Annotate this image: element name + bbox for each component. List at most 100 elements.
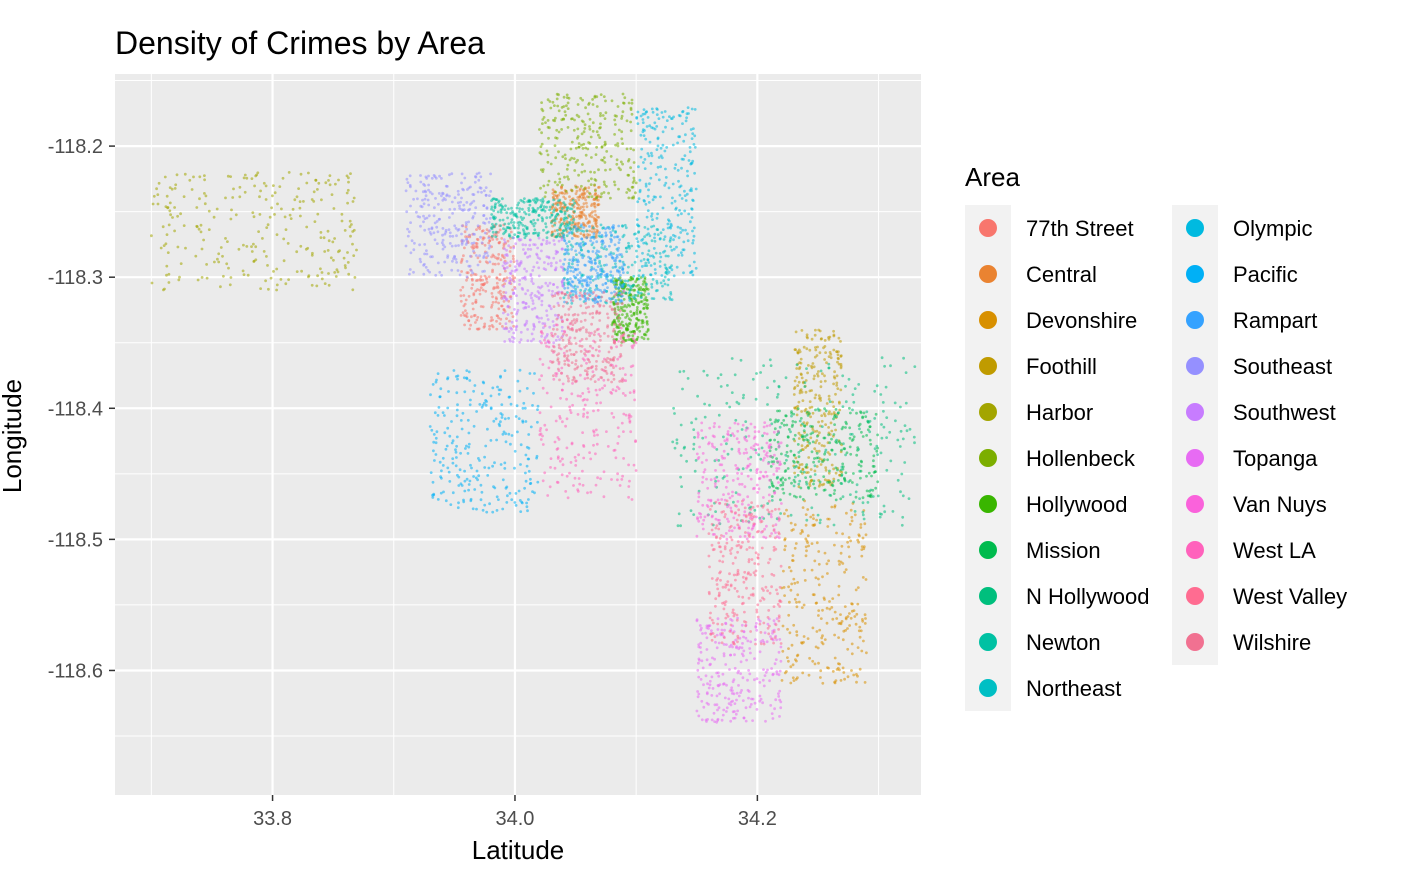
data-point (409, 221, 412, 225)
data-point (541, 238, 545, 242)
data-point (595, 225, 599, 228)
data-point (775, 617, 779, 621)
data-point (177, 278, 181, 282)
data-point (836, 468, 839, 472)
data-point (546, 318, 550, 321)
data-point (765, 524, 768, 528)
data-point (312, 190, 316, 194)
data-point (337, 178, 340, 182)
data-point (813, 559, 817, 563)
data-point (730, 619, 734, 622)
data-point (455, 435, 459, 439)
data-point (441, 464, 445, 467)
data-point (740, 646, 744, 650)
data-point (284, 282, 288, 286)
data-point (731, 479, 735, 482)
data-point (883, 510, 887, 514)
data-point (870, 474, 873, 478)
data-point (498, 228, 502, 232)
data-point (654, 173, 658, 176)
data-point (509, 260, 513, 263)
data-point (793, 480, 797, 484)
data-point (408, 272, 411, 276)
data-point (498, 240, 502, 244)
data-point (171, 216, 174, 219)
data-point (787, 659, 790, 663)
data-point (427, 183, 430, 187)
data-point (768, 358, 772, 362)
data-point (480, 392, 484, 396)
data-point (620, 130, 624, 134)
data-point (705, 648, 709, 651)
data-point (834, 408, 838, 411)
data-point (273, 213, 276, 216)
data-point (843, 605, 847, 608)
data-point (484, 193, 488, 197)
data-point (499, 224, 502, 228)
data-point (237, 247, 241, 251)
data-point (743, 534, 747, 538)
data-point (632, 179, 636, 182)
data-point (627, 495, 630, 499)
data-point (794, 420, 797, 424)
data-point (475, 245, 479, 248)
data-point (663, 263, 667, 267)
data-point (719, 385, 723, 388)
data-point (428, 270, 431, 274)
data-point (173, 206, 177, 209)
data-point (831, 484, 835, 488)
data-point (614, 364, 618, 368)
data-point (627, 322, 631, 326)
data-point (320, 271, 324, 274)
data-point (846, 647, 850, 651)
data-point (827, 433, 830, 437)
data-point (508, 281, 512, 285)
data-point (414, 189, 418, 193)
data-point (792, 623, 796, 627)
data-point (833, 376, 837, 380)
data-point (608, 297, 611, 300)
data-point (717, 684, 720, 688)
data-point (715, 646, 719, 650)
data-point (581, 469, 584, 473)
data-point (797, 451, 801, 454)
data-point (571, 403, 574, 407)
data-point (622, 262, 626, 266)
data-point (727, 520, 730, 523)
data-point (777, 445, 781, 449)
data-point (167, 272, 171, 276)
data-point (652, 224, 656, 228)
data-point (766, 403, 769, 406)
data-point (431, 255, 434, 259)
data-point (730, 692, 734, 695)
data-point (744, 428, 748, 432)
data-point (671, 143, 675, 147)
data-point (772, 473, 776, 476)
data-point (479, 305, 483, 308)
data-point (832, 467, 835, 471)
data-point (499, 292, 503, 296)
data-point (581, 284, 585, 288)
data-point (702, 705, 706, 709)
data-point (772, 430, 776, 434)
data-point (708, 508, 712, 511)
data-point (485, 280, 489, 284)
data-point (629, 373, 633, 377)
data-point (508, 276, 512, 280)
data-point (655, 113, 659, 116)
data-point (493, 486, 497, 490)
data-point (682, 139, 686, 143)
data-point (497, 291, 501, 294)
data-point (658, 265, 662, 268)
data-point (783, 470, 787, 473)
data-point (520, 218, 524, 222)
data-point (462, 294, 466, 297)
data-point (630, 244, 634, 248)
data-point (729, 719, 733, 723)
data-point (585, 398, 589, 402)
data-point (695, 618, 699, 622)
data-point (510, 269, 514, 273)
data-point (811, 362, 815, 365)
data-point (448, 231, 452, 235)
data-point (769, 364, 773, 367)
